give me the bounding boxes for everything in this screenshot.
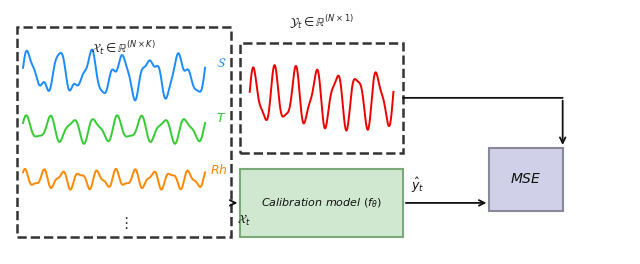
- Text: $\vdots$: $\vdots$: [118, 215, 129, 230]
- Text: $\mathcal{Y}_t \in \mathbb{R}^{(N\times 1)}$: $\mathcal{Y}_t \in \mathbb{R}^{(N\times …: [289, 13, 354, 31]
- Text: $\mathcal{S}$: $\mathcal{S}$: [216, 57, 226, 70]
- Text: $\hat{y}_t$: $\hat{y}_t$: [411, 176, 424, 195]
- Text: $Rh$: $Rh$: [210, 163, 228, 177]
- Bar: [17, 27, 230, 237]
- Text: $\mathcal{X}_t$: $\mathcal{X}_t$: [237, 213, 251, 228]
- Bar: [489, 148, 563, 211]
- Bar: [240, 43, 403, 153]
- Text: $MSE$: $MSE$: [510, 172, 541, 186]
- Text: $\mathcal{X}_t \in \mathbb{R}^{(N\times K)}$: $\mathcal{X}_t \in \mathbb{R}^{(N\times …: [92, 39, 156, 57]
- Text: Calibration model $(f_{\theta})$: Calibration model $(f_{\theta})$: [261, 196, 382, 210]
- Text: $T$: $T$: [216, 112, 227, 125]
- Bar: [240, 169, 403, 237]
